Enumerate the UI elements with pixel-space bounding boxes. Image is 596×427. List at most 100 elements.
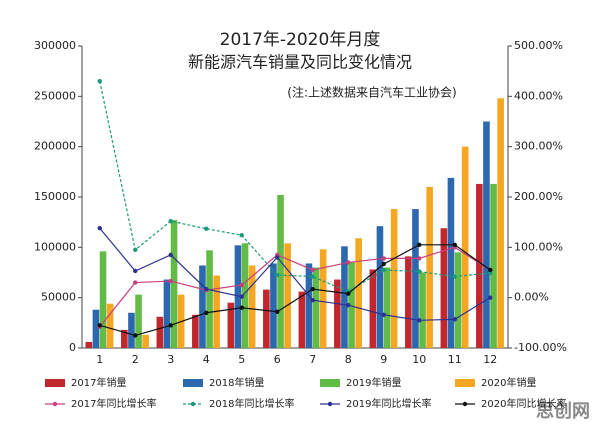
line-point — [381, 267, 386, 273]
bar — [476, 183, 483, 348]
y2-tick-label: 500.00% — [514, 39, 563, 52]
bar — [447, 177, 455, 348]
bar — [277, 194, 284, 348]
y-tick-label: 150000 — [34, 190, 76, 203]
y2-tick-label: 300.00% — [514, 140, 563, 153]
legend-swatch — [327, 401, 333, 407]
legend-swatch — [320, 379, 340, 387]
x-tick-label: 1 — [96, 353, 103, 366]
bar — [206, 250, 213, 348]
bar — [454, 252, 462, 348]
legend-label: 2019年同比增长率 — [346, 397, 431, 410]
line-point — [488, 267, 493, 273]
watermark: 思创网 — [536, 400, 590, 422]
line-point — [417, 269, 422, 274]
legend-label: 2017年同比增长率 — [71, 397, 156, 410]
annotation: (注:上述数据来自汽车工业协会) — [287, 85, 456, 100]
y-tick-label: 50000 — [41, 291, 76, 304]
line-point — [346, 260, 351, 265]
line-point — [239, 282, 244, 288]
bar — [348, 262, 355, 348]
line-point — [239, 294, 244, 299]
legend-swatch — [462, 401, 468, 407]
bar — [121, 329, 128, 348]
legend-swatch — [52, 401, 58, 407]
line-point — [310, 286, 315, 292]
line-point — [452, 274, 457, 279]
bar — [170, 220, 178, 348]
y2-tick-label: 400.00% — [514, 89, 563, 102]
legend-label: 2017年销量 — [71, 376, 126, 389]
y-tick-label: 300000 — [34, 39, 76, 52]
bar — [440, 228, 448, 348]
bar — [248, 265, 256, 348]
bar — [92, 309, 100, 348]
legend-label: 2020年同比增长率 — [481, 397, 566, 410]
line-point — [310, 297, 315, 303]
line-point — [168, 218, 173, 224]
x-tick-label: 8 — [345, 353, 352, 366]
line-point — [239, 305, 244, 310]
y2-tick-label: 200.00% — [514, 190, 563, 203]
line — [99, 227, 491, 321]
y-tick-label: 100000 — [34, 240, 76, 253]
x-tick-label: 5 — [238, 353, 245, 366]
y-tick-label: 0 — [69, 341, 76, 354]
y2-tick-label: 100.00% — [514, 240, 563, 253]
bar — [312, 267, 320, 348]
bar — [270, 263, 277, 348]
line — [99, 246, 491, 328]
bar — [419, 272, 426, 348]
legend-label: 2018年销量 — [209, 376, 264, 389]
line-point — [239, 233, 244, 238]
line-point — [97, 79, 102, 84]
line-point — [417, 256, 422, 261]
line-point — [133, 268, 138, 274]
line-point — [133, 333, 138, 338]
bar — [490, 183, 497, 348]
line-point — [381, 261, 386, 267]
bar — [85, 341, 93, 348]
x-tick-label: 4 — [203, 353, 210, 366]
bar — [284, 243, 291, 348]
bar — [319, 249, 327, 348]
line-point — [346, 303, 351, 308]
line-point — [204, 310, 209, 315]
line-point — [488, 295, 493, 300]
line-point — [417, 242, 422, 248]
x-tick-label: 10 — [412, 353, 426, 366]
y-tick-label: 250000 — [34, 89, 76, 102]
line-point — [168, 252, 173, 258]
line-point — [310, 267, 315, 273]
bar — [376, 226, 384, 348]
legend-swatch — [45, 379, 65, 387]
bar — [234, 245, 242, 348]
legend-label: 2020年销量 — [481, 376, 536, 389]
bar — [355, 238, 362, 348]
line-point — [417, 318, 422, 323]
bar — [227, 302, 235, 348]
bar — [369, 269, 377, 348]
bar — [390, 209, 398, 348]
line-point — [310, 274, 315, 279]
line — [99, 244, 491, 337]
bar — [106, 303, 114, 348]
legend-swatch — [190, 401, 196, 407]
bar — [497, 98, 504, 348]
bar — [128, 312, 135, 348]
y2-tick-label: 0.00% — [514, 291, 549, 304]
line-point — [452, 242, 457, 248]
bar — [135, 294, 142, 348]
bar — [426, 186, 433, 348]
bar — [483, 121, 490, 348]
line-point — [275, 255, 280, 260]
line-point — [97, 226, 102, 231]
line-point — [133, 280, 138, 285]
bar — [341, 246, 348, 348]
x-tick-label: 7 — [309, 353, 316, 366]
y2-tick-label: -100.00% — [514, 341, 567, 354]
line-point — [204, 286, 209, 292]
bar — [405, 256, 412, 348]
legend-label: 2019年销量 — [346, 376, 401, 389]
